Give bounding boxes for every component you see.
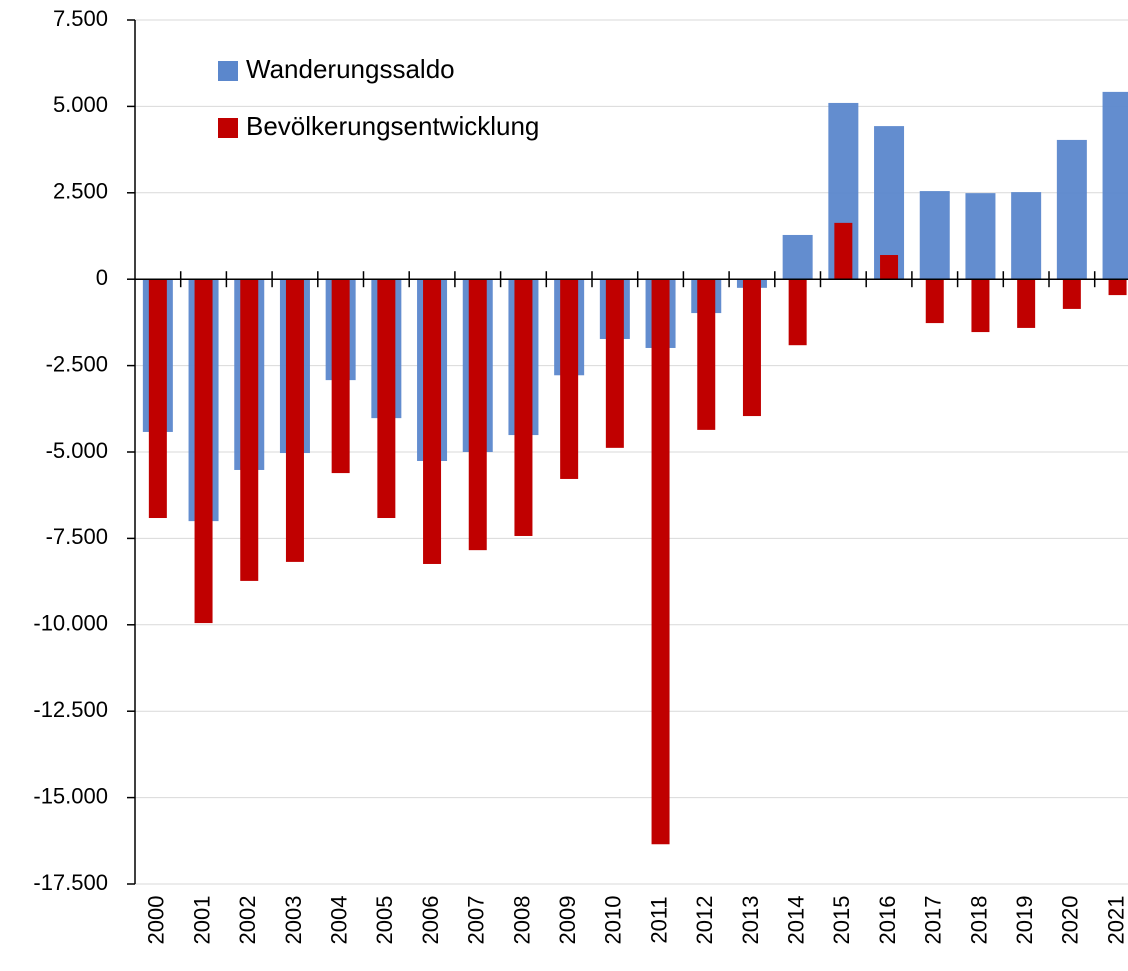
bar	[285, 279, 304, 562]
y-tick-label: 0	[96, 265, 108, 290]
bar	[331, 279, 350, 474]
bar	[874, 126, 905, 280]
y-tick-label: -2.500	[46, 351, 108, 376]
bar	[697, 279, 716, 430]
y-tick-label: 5.000	[53, 92, 108, 117]
bar	[965, 193, 996, 280]
bar	[1011, 192, 1042, 280]
y-tick-label: 2.500	[53, 179, 108, 204]
x-tick-label: 2016	[875, 896, 900, 945]
bar	[782, 234, 813, 280]
bar	[1102, 91, 1128, 280]
bar	[514, 279, 533, 536]
y-tick-label: -5.000	[46, 438, 108, 463]
bar	[925, 279, 944, 324]
y-tick-label: -7.500	[46, 524, 108, 549]
x-tick-label: 2008	[509, 896, 534, 945]
x-tick-label: 2019	[1012, 896, 1037, 945]
bar	[834, 222, 853, 280]
bar	[148, 279, 167, 519]
bar	[1062, 279, 1081, 309]
y-tick-label: -12.500	[33, 697, 108, 722]
x-tick-label: 2003	[281, 896, 306, 945]
bar	[919, 191, 950, 280]
bar	[880, 255, 899, 280]
bar	[605, 279, 624, 448]
bar	[651, 279, 670, 845]
x-tick-label: 2000	[144, 896, 169, 945]
y-tick-label: -10.000	[33, 611, 108, 636]
bar	[423, 279, 442, 564]
x-tick-label: 2012	[692, 896, 717, 945]
bar	[1056, 139, 1087, 280]
bar	[788, 279, 807, 346]
bar	[971, 279, 990, 333]
bar	[468, 279, 487, 551]
bar	[240, 279, 259, 581]
x-tick-label: 2015	[829, 896, 854, 945]
x-tick-label: 2014	[783, 896, 808, 945]
x-tick-label: 2002	[235, 896, 260, 945]
bar	[1108, 279, 1127, 296]
y-tick-label: -15.000	[33, 783, 108, 808]
y-tick-label: 7.500	[53, 6, 108, 31]
legend-swatch	[218, 118, 238, 138]
x-tick-label: 2005	[372, 896, 397, 945]
legend-label: Bevölkerungsentwicklung	[246, 111, 539, 141]
x-tick-label: 2011	[646, 896, 671, 943]
legend-label: Wanderungssaldo	[246, 54, 455, 84]
y-tick-label: -17.500	[33, 870, 108, 895]
x-tick-label: 2009	[555, 896, 580, 945]
x-tick-label: 2017	[921, 896, 946, 945]
x-tick-label: 2021	[1103, 896, 1128, 945]
x-tick-label: 2018	[966, 896, 991, 945]
x-tick-label: 2006	[418, 896, 443, 945]
bar	[560, 279, 579, 479]
bar	[1017, 279, 1036, 328]
x-tick-label: 2004	[326, 896, 351, 945]
bar	[742, 279, 761, 417]
x-tick-label: 2001	[189, 896, 214, 945]
x-tick-label: 2007	[464, 896, 489, 945]
legend-swatch	[218, 61, 238, 81]
bar	[194, 279, 213, 624]
x-tick-label: 2013	[738, 896, 763, 945]
bar	[377, 279, 396, 519]
x-tick-label: 2010	[601, 896, 626, 945]
x-tick-label: 2020	[1058, 896, 1083, 945]
